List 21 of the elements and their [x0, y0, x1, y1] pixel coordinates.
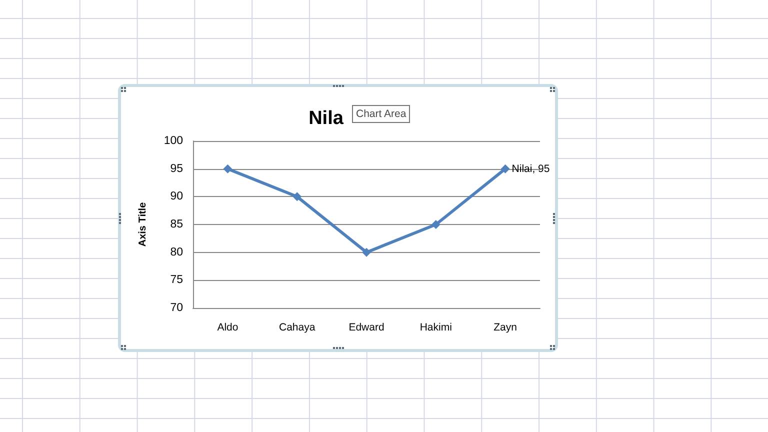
chart-title: Nila — [308, 108, 344, 129]
y-tick-label: 90 — [170, 190, 183, 203]
x-tick-label: Edward — [348, 322, 384, 334]
x-tick-label: Aldo — [217, 322, 238, 334]
x-tick-label: Cahaya — [279, 322, 316, 334]
point — [500, 164, 510, 174]
point — [362, 248, 371, 257]
y-tick-label: 80 — [170, 246, 183, 258]
y-tick-label: 85 — [170, 218, 183, 230]
x-tick-label: Zayn — [494, 322, 518, 334]
y-tick-label: 95 — [170, 162, 183, 175]
data-label: Nilai, 95 — [512, 162, 550, 175]
x-tick-label: Hakimi — [420, 322, 452, 334]
y-tick-label: 70 — [170, 302, 183, 314]
point — [431, 220, 440, 229]
point — [223, 164, 232, 174]
text: Chart Area — [352, 105, 410, 123]
y-tick-label: 75 — [170, 274, 183, 286]
y-axis-title: Axis Title — [138, 202, 148, 247]
y-tick-label: 100 — [164, 135, 183, 147]
point — [292, 192, 302, 202]
